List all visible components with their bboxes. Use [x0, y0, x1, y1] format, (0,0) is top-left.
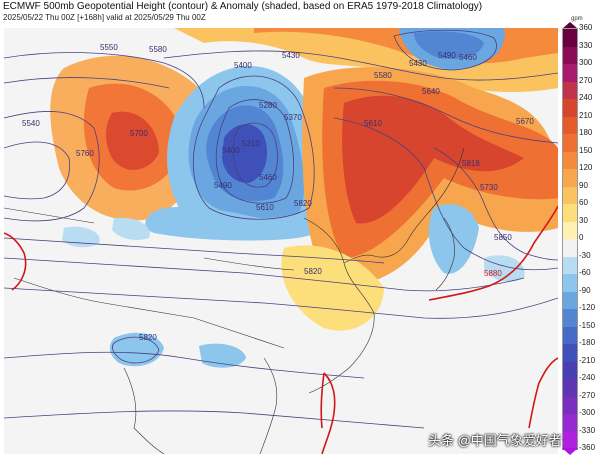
colorbar-tick-label: -30	[579, 250, 591, 260]
colorbar-tick-label: 270	[579, 75, 593, 85]
contour-5880	[4, 205, 558, 454]
contour-label: 5460	[259, 173, 277, 182]
colorbar-segment	[563, 116, 577, 135]
colorbar-tick-label: 360	[579, 23, 593, 32]
contour-label: 5310	[242, 139, 260, 148]
colorbar-segment	[563, 326, 577, 345]
colorbar-tick-label: 300	[579, 58, 593, 67]
colorbar	[562, 28, 578, 450]
colorbar-segment	[563, 274, 577, 292]
colorbar-tick-label: -360	[579, 443, 596, 452]
colorbar-tick-label: -150	[579, 320, 596, 330]
colorbar-tick-label: -240	[579, 373, 596, 382]
colorbar-tick-label: 60	[579, 198, 588, 207]
contour-label: 5820	[294, 199, 312, 208]
colorbar-unit: gpm	[571, 16, 583, 22]
colorbar-tick-label: -300	[579, 408, 596, 417]
contour-labels: 5550 5580 5430 5430 5490 5460 5400 5280 …	[22, 43, 534, 342]
watermark: 头条 @中国气象爱好者	[428, 433, 562, 448]
contour-label: 5850	[494, 233, 512, 242]
colorbar-tick-label: 30	[579, 215, 588, 225]
colorbar-arrow-bottom	[562, 448, 578, 455]
map-title: ECMWF 500mb Geopotential Height (contour…	[3, 1, 483, 12]
colorbar-segment	[563, 186, 577, 205]
contour-label: 5490	[214, 181, 232, 190]
colorbar-segment	[563, 221, 577, 240]
anomaly-shading	[50, 28, 558, 368]
contour-label: 5460	[459, 53, 477, 62]
contour-label: 5610	[364, 119, 382, 128]
weather-map: 5550 5580 5430 5430 5490 5460 5400 5280 …	[4, 28, 558, 454]
colorbar-segment	[563, 204, 577, 222]
contour-label: 5820	[304, 267, 322, 276]
colorbar-tick-label: -330	[579, 425, 596, 435]
coastlines	[4, 147, 465, 454]
colorbar-tick-label: -120	[579, 303, 596, 312]
colorbar-tick-label: -180	[579, 338, 596, 347]
colorbar-segment	[563, 64, 577, 82]
colorbar-tick-label: 330	[579, 40, 593, 50]
contour-label: 5700	[130, 129, 148, 138]
colorbar-segment	[563, 81, 577, 100]
colorbar-segment	[563, 361, 577, 380]
colorbar-segment	[563, 291, 577, 310]
colorbar-arrow-top	[562, 22, 578, 29]
colorbar-tick-label: -60	[579, 268, 591, 277]
map-canvas: 5550 5580 5430 5430 5490 5460 5400 5280 …	[4, 28, 558, 454]
contour-label: 5490	[438, 51, 456, 60]
colorbar-tick-label: -210	[579, 355, 596, 365]
colorbar-tick-label: 120	[579, 163, 593, 172]
contour-label: 5820	[139, 333, 157, 342]
colorbar-segment	[563, 414, 577, 432]
colorbar-segment	[563, 431, 577, 450]
contour-label: 5818	[462, 159, 480, 168]
colorbar-tick-label: 240	[579, 93, 593, 102]
contour-label: 5580	[149, 45, 167, 54]
colorbar-segment	[563, 99, 577, 117]
colorbar-segment	[563, 239, 577, 257]
colorbar-tick-label: 150	[579, 145, 593, 155]
contour-label: 5430	[409, 59, 427, 68]
colorbar-segment	[563, 151, 577, 170]
contour-label-5880: 5880	[484, 269, 502, 278]
contour-label: 5370	[284, 113, 302, 122]
colorbar-segment	[563, 46, 577, 65]
contour-label: 5540	[22, 119, 40, 128]
contour-label: 5760	[76, 149, 94, 158]
contour-label: 5730	[480, 183, 498, 192]
colorbar-tick-label: -270	[579, 390, 596, 400]
colorbar-segment	[563, 344, 577, 362]
colorbar-segment	[563, 256, 577, 275]
map-subtitle: 2025/05/22 Thu 00Z [+168h] valid at 2025…	[3, 13, 206, 22]
contour-label: 5400	[222, 146, 240, 155]
contour-label: 5430	[282, 51, 300, 60]
contour-label: 5280	[259, 101, 277, 110]
colorbar-segment	[563, 29, 577, 47]
colorbar-tick-label: 0	[579, 233, 584, 242]
colorbar-tick-label: -90	[579, 285, 591, 295]
height-contours	[4, 29, 558, 429]
contour-label: 5610	[256, 203, 274, 212]
colorbar-tick-label: 210	[579, 110, 593, 120]
colorbar-segment	[563, 309, 577, 327]
colorbar-segment	[563, 169, 577, 187]
colorbar-segment	[563, 134, 577, 152]
contour-label: 5550	[100, 43, 118, 52]
colorbar-tick-label: 90	[579, 180, 588, 190]
contour-label: 5640	[422, 87, 440, 96]
colorbar-tick-label: 180	[579, 128, 593, 137]
contour-label: 5670	[516, 117, 534, 126]
colorbar-segment	[563, 379, 577, 397]
contour-label: 5400	[234, 61, 252, 70]
contour-label: 5580	[374, 71, 392, 80]
colorbar-segment	[563, 396, 577, 415]
